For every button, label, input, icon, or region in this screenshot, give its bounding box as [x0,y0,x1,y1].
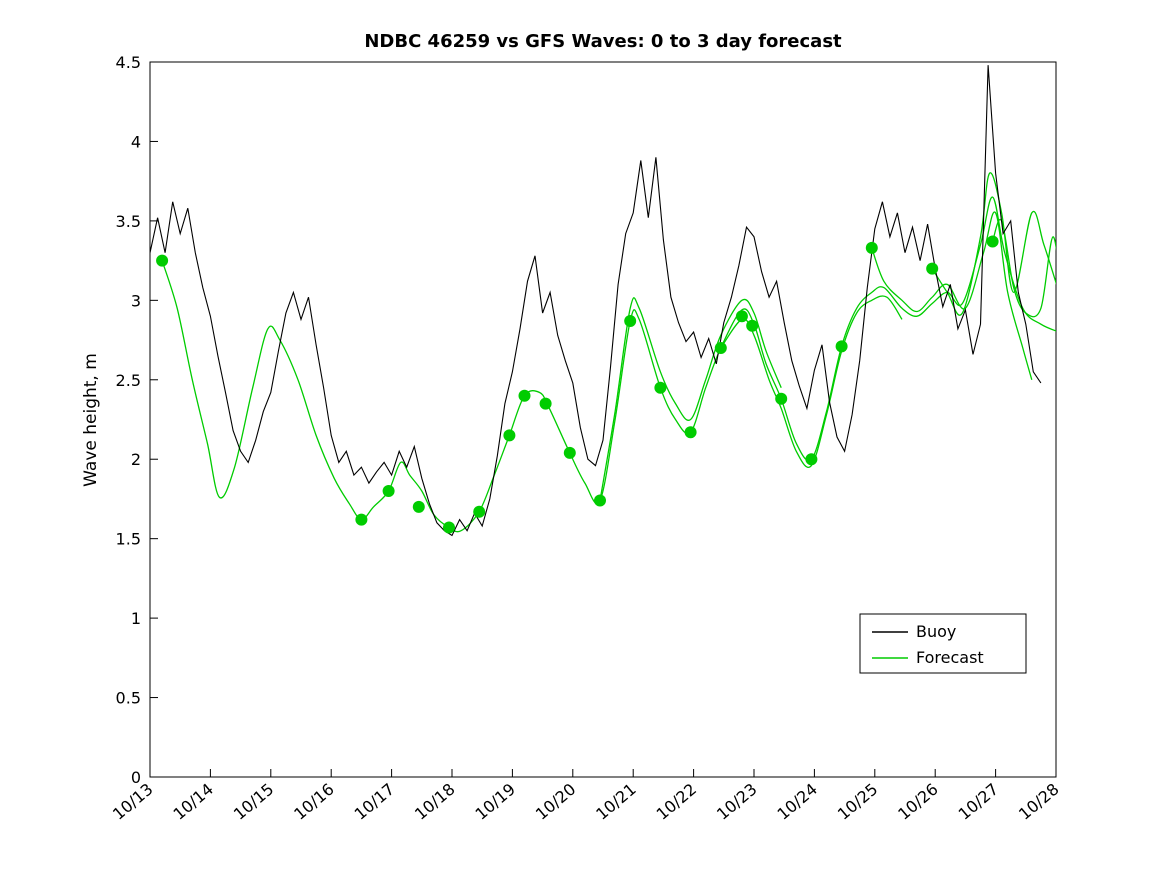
x-tick-label: 10/17 [351,780,399,824]
plot-area: 00.511.522.533.544.510/13 10/14 10/15 10/16… [109,53,1063,824]
forecast-dot [443,521,455,534]
y-tick-label: 1 [131,609,141,628]
y-tick-label: 4.5 [116,53,141,72]
y-tick-label: 4 [131,132,141,151]
legend-box [859,613,1027,674]
forecast-dot [563,446,576,459]
forecast-dot [518,389,531,402]
chart-title: NDBC 46259 vs GFS Waves: 0 to 3 day fore… [364,31,842,52]
y-tick-label: 3 [131,291,141,310]
x-tick-label: 10/19 [471,780,519,824]
x-tick-label: 10/24 [773,780,821,824]
y-axis-label: Wave height, m [81,353,101,487]
forecast-dot [412,500,425,513]
series-group [150,65,1056,537]
x-tick-label: 10/23 [713,780,761,824]
x-tick-label: 10/20 [532,780,580,824]
forecast-dot [156,254,169,267]
x-tick-label: 10/22 [653,780,701,824]
forecast-dot [684,426,697,439]
legend-label-forecast: Forecast [916,648,984,667]
buoy-line [150,65,1042,537]
y-tick-label: 1.5 [116,530,141,549]
forecast-dot [735,310,748,323]
x-tick-label: 10/18 [411,780,459,824]
y-tick-label: 0 [131,768,141,787]
y-tick-label: 3.5 [116,212,141,231]
forecast-line [931,172,1056,316]
forecast-line [720,295,903,468]
x-tick-label: 10/14 [169,780,217,824]
x-tick-label: 10/16 [290,780,338,824]
x-tick-label: 10/28 [1015,780,1063,824]
forecast-dot [926,262,939,275]
forecast-dot [473,505,486,518]
forecast-dot [355,513,368,526]
x-tick-label: 10/21 [592,780,640,824]
x-tick-label: 10/25 [834,780,882,824]
forecast-dot [382,485,395,497]
forecast-dot [865,241,878,254]
x-tick-label: 10/26 [894,780,942,824]
y-tick-label: 2.5 [116,371,141,390]
forecast-dot [714,342,727,354]
forecast-dot [503,429,516,442]
forecast-line [871,211,1033,380]
y-tick-label: 2 [131,450,141,469]
forecast-dot [835,340,848,353]
forecast-dot [775,392,788,405]
forecast-dot [746,319,759,332]
forecast-dot [805,453,818,466]
forecast-dot [654,381,667,394]
forecast-dot [594,494,606,507]
forecast-dot [986,235,999,248]
forecast-dot [539,397,552,410]
forecast-line [599,297,782,501]
forecast-dot [624,315,637,327]
x-tick-label: 10/27 [955,780,1003,824]
axes-box [149,61,1057,778]
y-tick-label: 0.5 [116,689,141,708]
x-tick-label: 10/15 [230,780,278,824]
legend-label-buoy: Buoy [916,622,956,641]
